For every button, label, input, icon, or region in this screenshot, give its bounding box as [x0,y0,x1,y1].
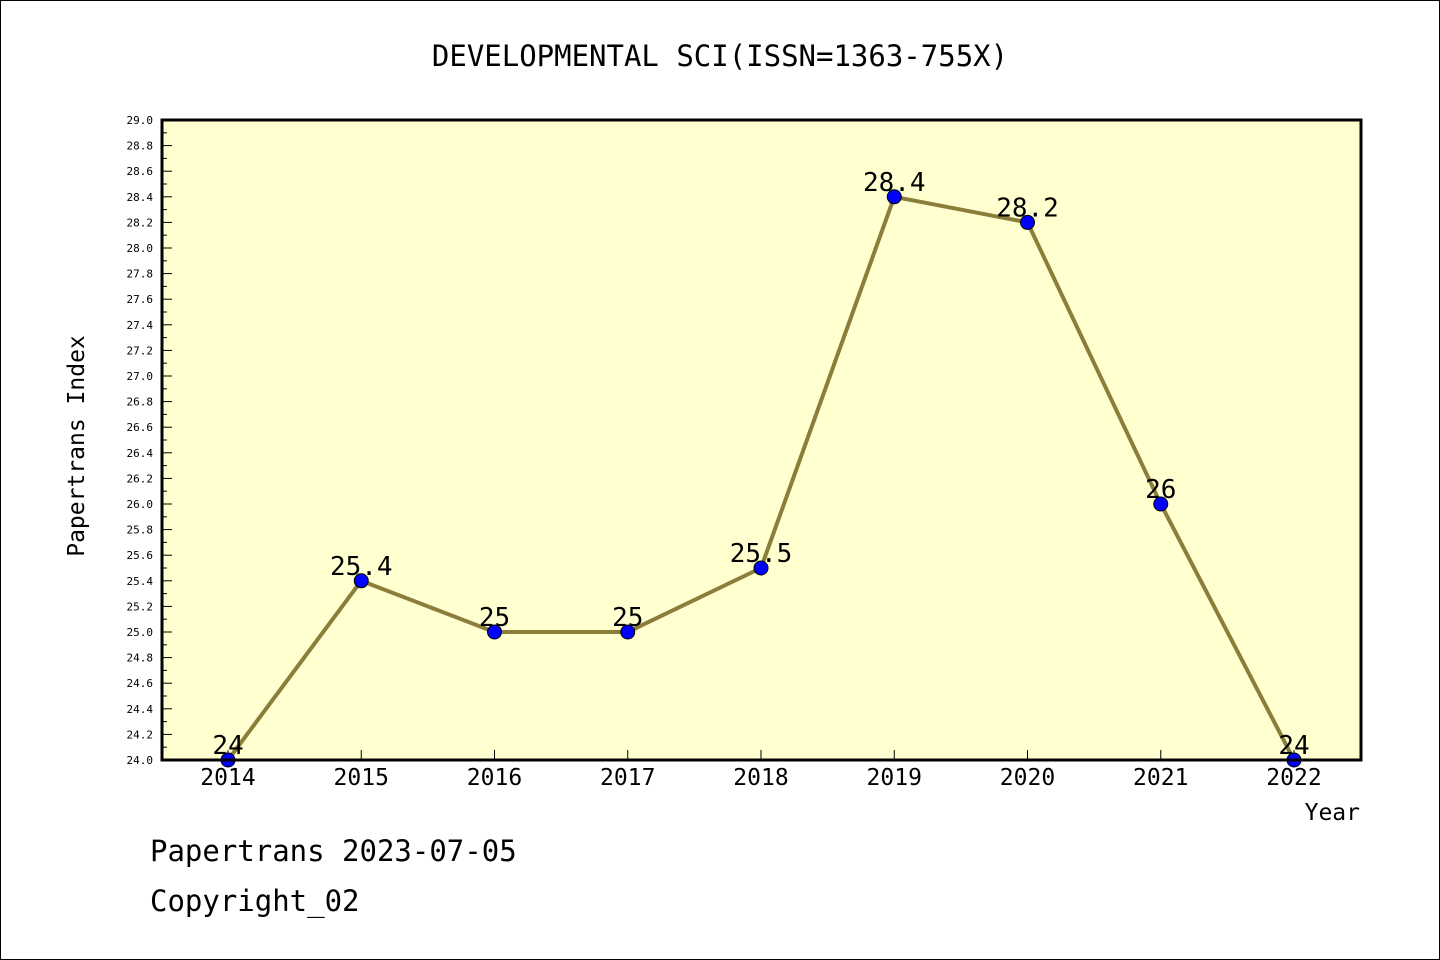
y-tick-label: 25.4 [127,575,154,588]
data-point-marker [886,189,902,205]
y-tick-label: 24.2 [127,728,154,741]
x-tick-label: 2018 [733,765,788,791]
y-tick-label: 28.8 [127,140,154,153]
chart-title: DEVELOPMENTAL SCI(ISSN=1363-755X) [432,39,1008,73]
data-label: 25 [612,603,643,633]
y-tick-label: 27.2 [127,344,154,357]
y-tick-label: 28.4 [127,191,154,204]
footer-copyright: Copyright_02 [150,884,360,918]
data-label: 24 [212,731,243,761]
data-point-marker [1153,496,1169,512]
data-label: 28.2 [996,193,1059,223]
y-tick-label: 25.2 [127,600,154,613]
data-label: 24 [1278,731,1309,761]
data-label: 28.4 [863,168,926,198]
y-tick-label: 26.6 [127,421,154,434]
y-tick-label: 25.0 [127,626,154,639]
y-tick-label: 26.4 [127,447,154,460]
x-tick-label: 2019 [867,765,922,791]
y-tick-labels: 24.0 24.2 24.4 24.6 24.8 25.0 25.2 25.4 25.6 25.8… [127,114,154,767]
y-tick-label: 25.6 [127,549,154,562]
data-label: 25.4 [330,552,393,582]
data-point-marker [487,624,502,640]
x-tick-label: 2020 [1000,765,1055,791]
y-tick-label: 24.8 [127,652,154,665]
data-point-marker [1020,214,1035,230]
x-tick-label: 2022 [1266,765,1321,791]
plot-area [162,120,1361,760]
y-tick-label: 27.0 [127,370,154,383]
y-tick-label: 26.8 [127,396,154,409]
y-tick-label: 28.2 [127,216,154,229]
y-tick-label: 26.2 [127,472,154,485]
data-point-marker [620,624,636,640]
plot-border [160,118,1363,762]
x-tick-label: 2016 [467,765,522,791]
y-axis-label: Papertrans Index [64,335,90,557]
x-tick-label: 2014 [200,765,255,791]
y-tick-label: 27.4 [127,319,154,332]
y-tick-label: 27.8 [127,268,154,281]
y-tick-label: 24.4 [127,703,154,716]
marker-layer [220,189,1302,768]
data-label: 25.5 [730,539,793,569]
y-tick-label: 24.0 [127,754,154,767]
y-tick-label: 28.0 [127,242,154,255]
y-tick-label: 25.8 [127,524,154,537]
data-label: 26 [1145,475,1176,505]
data-label-layer: 24 25.4 25 25 25.5 28.4 28.2 26 24 [212,168,1309,761]
y-tick-label: 24.6 [127,677,154,690]
x-tick-label: 2021 [1133,765,1188,791]
data-point-marker [353,573,369,589]
y-tick-label: 28.6 [127,165,154,178]
data-label: 25 [479,603,510,633]
y-tick-label: 26.0 [127,498,154,511]
x-tick-labels: 2014 2015 2016 2017 2018 2019 2020 2021 2022 [200,765,1321,791]
x-axis-label: Year [1305,800,1360,826]
x-tick-label: 2015 [334,765,389,791]
footer-date: Papertrans 2023-07-05 [150,834,517,868]
data-point-marker [753,560,769,576]
y-tick-label: 27.6 [127,293,154,306]
y-tick-label: 29.0 [127,114,154,127]
x-tick-label: 2017 [600,765,655,791]
